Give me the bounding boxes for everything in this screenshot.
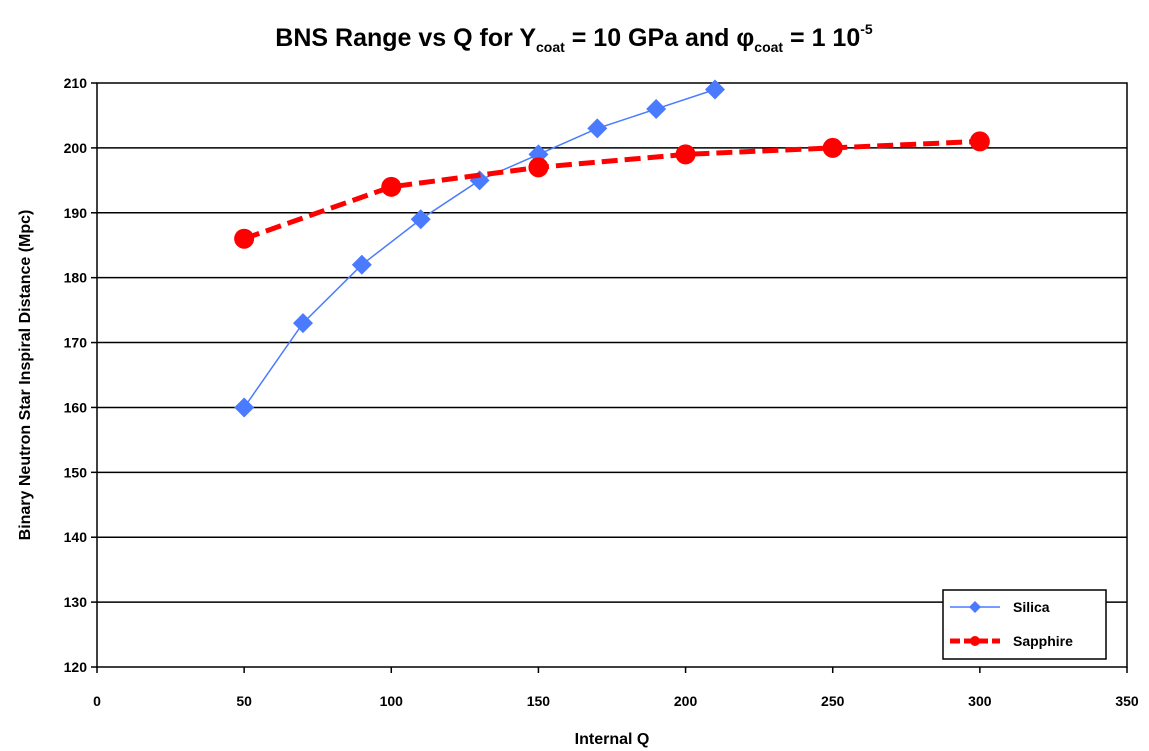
series-silica	[234, 79, 725, 418]
legend-item-silica: Silica	[950, 599, 1050, 615]
legend-swatch-marker	[969, 601, 981, 613]
plot-area: 120 130 140 150 160 170 180 190 200 210 0 50 100 150…	[64, 75, 1139, 709]
x-tick-label: 50	[236, 693, 252, 709]
legend-box	[942, 589, 1107, 660]
legend-item-sapphire: Sapphire	[950, 633, 1073, 649]
silica-point	[646, 98, 667, 119]
y-tick-label: 160	[64, 399, 88, 415]
legend: Silica Sapphire	[942, 589, 1107, 660]
y-tick-label: 180	[64, 270, 88, 286]
y-tick-label: 170	[64, 335, 88, 351]
silica-point	[293, 313, 313, 334]
x-tick-label: 250	[821, 693, 845, 709]
legend-swatch-marker	[970, 636, 980, 646]
sapphire-point	[822, 137, 843, 158]
x-tick-label: 150	[527, 693, 551, 709]
silica-point	[234, 397, 255, 418]
x-tick-label: 300	[968, 693, 992, 709]
series-layer	[234, 79, 990, 418]
silica-point	[587, 118, 608, 139]
plot-frame	[96, 82, 1128, 668]
x-tick-label: 0	[93, 693, 101, 709]
series-sapphire	[234, 131, 990, 249]
silica-point	[351, 254, 372, 275]
y-tick-label: 190	[64, 205, 88, 221]
y-tick-label: 120	[64, 659, 88, 675]
legend-label-silica: Silica	[1013, 599, 1050, 615]
y-tick-label: 210	[64, 75, 88, 91]
sapphire-point	[381, 176, 402, 197]
y-tick-label: 150	[64, 464, 88, 480]
silica-point	[705, 79, 725, 100]
y-tick-label: 140	[64, 529, 88, 545]
sapphire-point	[528, 157, 549, 178]
x-tick-label: 100	[380, 693, 404, 709]
sapphire-line	[243, 138, 980, 242]
sapphire-point	[234, 228, 255, 249]
x-tick-label: 200	[674, 693, 698, 709]
y-tick-label: 130	[64, 594, 88, 610]
x-axis-ticks: 0 50 100 150 200 250 300 350	[93, 667, 1139, 709]
sapphire-point	[969, 131, 990, 152]
silica-point	[410, 209, 431, 230]
y-axis-ticks: 120 130 140 150 160 170 180 190 200 210	[64, 75, 97, 675]
y-axis-label: Binary Neutron Star Inspiral Distance (M…	[17, 210, 34, 541]
x-tick-label: 350	[1115, 693, 1139, 709]
y-tick-label: 200	[64, 140, 88, 156]
sapphire-point	[675, 144, 696, 165]
x-axis-label: Internal Q	[575, 731, 650, 748]
chart-title: BNS Range vs Q for Ycoat = 10 GPa and φc…	[275, 21, 873, 55]
legend-items: Silica Sapphire	[950, 599, 1073, 649]
legend-label-sapphire: Sapphire	[1013, 633, 1073, 649]
